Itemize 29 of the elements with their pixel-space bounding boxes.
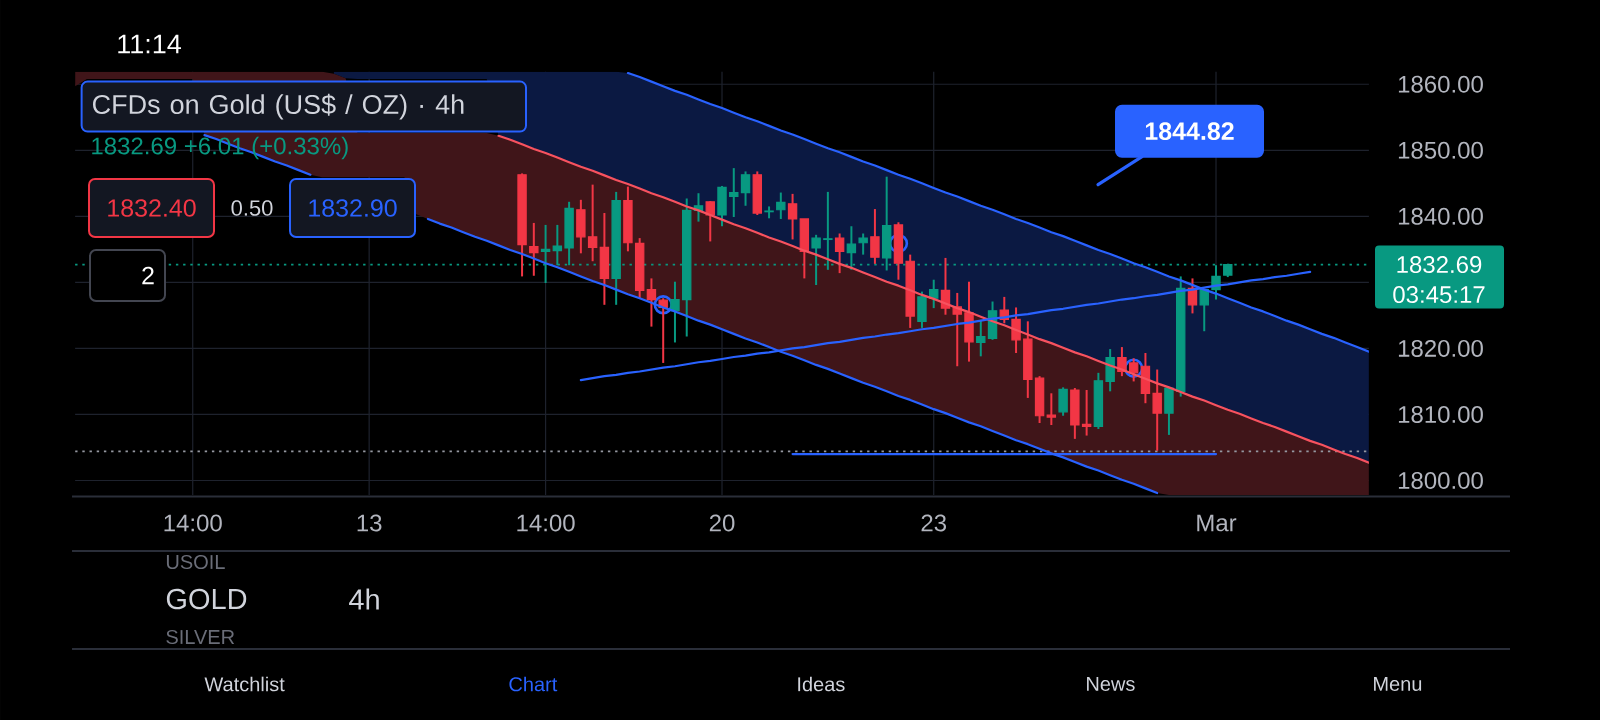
x-tick-label: 20 [709, 514, 735, 532]
y-tick-label: 1810.00 [1398, 405, 1483, 423]
text: Ideas [798, 676, 845, 692]
text: Menu [1374, 677, 1422, 691]
text: SILVER [166, 629, 235, 645]
x-tick-label: 14:00 [164, 514, 222, 532]
annotation: 1844.82 [1145, 122, 1234, 141]
text: CFDs on Gold (US$ / OZ) · 4h [92, 93, 464, 120]
y-tick-label: 1840.00 [1398, 207, 1483, 225]
text: 11:14 [118, 34, 182, 54]
text: News [1087, 677, 1135, 691]
annotation: 1832.40 [108, 199, 196, 217]
y-tick-label: 1800.00 [1398, 471, 1483, 489]
x-tick-label: 23 [921, 514, 947, 532]
text: USOIL [166, 554, 225, 570]
text: GOLD [166, 588, 247, 610]
text: 4h [349, 588, 379, 610]
annotation: 1832.90 [309, 199, 397, 217]
text: 03:45:17 [1393, 286, 1485, 304]
x-tick-label: Mar [1197, 514, 1237, 532]
annotation: 0.50 [231, 200, 273, 216]
y-tick-label: 1850.00 [1398, 141, 1483, 159]
text: Chart [509, 676, 558, 692]
x-tick-label: 13 [357, 514, 382, 532]
annotation: 2 [142, 266, 154, 285]
text: Watchlist [204, 676, 285, 692]
y-tick-label: 1820.00 [1398, 339, 1483, 357]
y-tick-label: 1860.00 [1398, 75, 1483, 93]
x-tick-label: 14:00 [517, 514, 575, 532]
